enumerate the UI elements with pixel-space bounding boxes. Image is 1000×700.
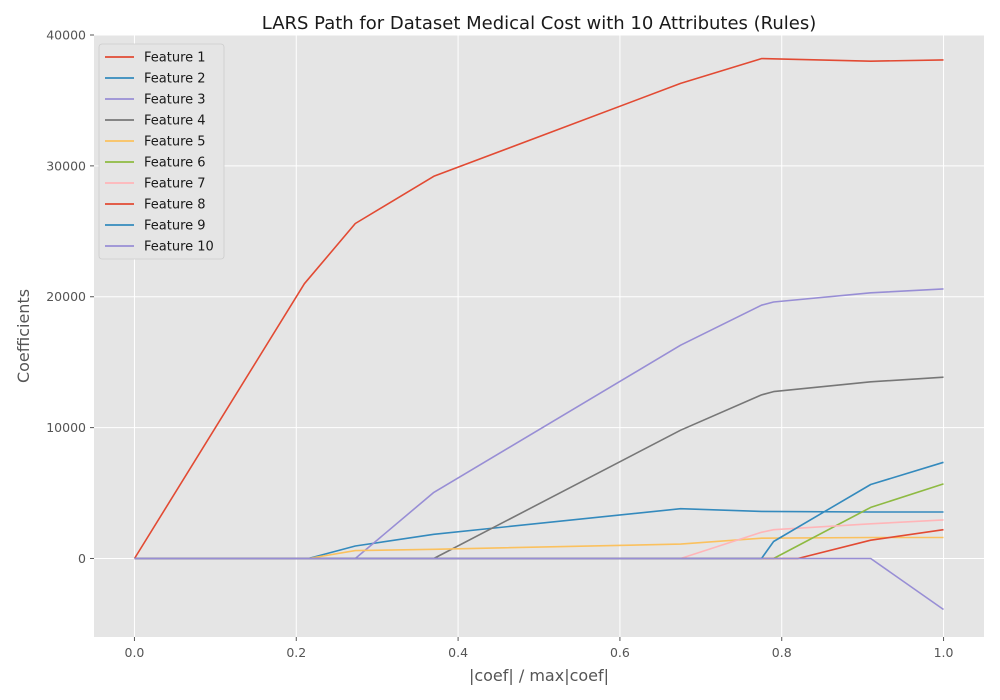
y-tick-label: 20000 bbox=[46, 289, 86, 304]
legend: Feature 1 Feature 2 Feature 3 Feature 4 Feat… bbox=[98, 43, 225, 260]
legend-box bbox=[98, 43, 225, 260]
x-tick-label: 0.6 bbox=[610, 645, 630, 660]
series-line-feature-1 bbox=[133, 57, 944, 559]
legend-label-feature-7: Feature 7 bbox=[144, 177, 206, 192]
y-tick-label: 30000 bbox=[46, 158, 86, 173]
x-tick-label: 0.8 bbox=[772, 645, 792, 660]
x-axis-ticks: 0.0 0.2 0.4 0.6 0.8 1.0 bbox=[125, 637, 954, 660]
legend-label-feature-5: Feature 5 bbox=[144, 135, 206, 150]
x-tick-label: 0.2 bbox=[286, 645, 306, 660]
legend-label-feature-4: Feature 4 bbox=[144, 114, 206, 129]
legend-label-feature-10: Feature 10 bbox=[144, 240, 214, 255]
plot-area bbox=[94, 35, 984, 637]
y-tick-label: 10000 bbox=[46, 420, 86, 435]
legend-label-feature-3: Feature 3 bbox=[144, 93, 206, 108]
y-axis-label: Coefficients bbox=[14, 289, 33, 383]
y-axis-ticks: 0 10000 20000 30000 40000 bbox=[46, 28, 94, 566]
legend-label-feature-8: Feature 8 bbox=[144, 198, 206, 213]
y-tick-label: 40000 bbox=[46, 28, 86, 43]
y-tick-label: 0 bbox=[78, 551, 86, 566]
x-tick-label: 1.0 bbox=[934, 645, 954, 660]
legend-label-feature-9: Feature 9 bbox=[144, 219, 206, 234]
x-tick-label: 0.4 bbox=[448, 645, 468, 660]
legend-label-feature-6: Feature 6 bbox=[144, 156, 206, 171]
x-tick-label: 0.0 bbox=[125, 645, 145, 660]
series-line-feature-10 bbox=[134, 557, 944, 611]
series-line-feature-5 bbox=[134, 536, 944, 560]
legend-label-feature-1: Feature 1 bbox=[144, 51, 206, 66]
chart-title: LARS Path for Dataset Medical Cost with … bbox=[262, 13, 817, 34]
legend-label-feature-2: Feature 2 bbox=[144, 72, 206, 87]
x-axis-label: |coef| / max|coef| bbox=[469, 666, 609, 685]
series-line-feature-3 bbox=[134, 288, 944, 560]
series-lines bbox=[133, 57, 944, 611]
